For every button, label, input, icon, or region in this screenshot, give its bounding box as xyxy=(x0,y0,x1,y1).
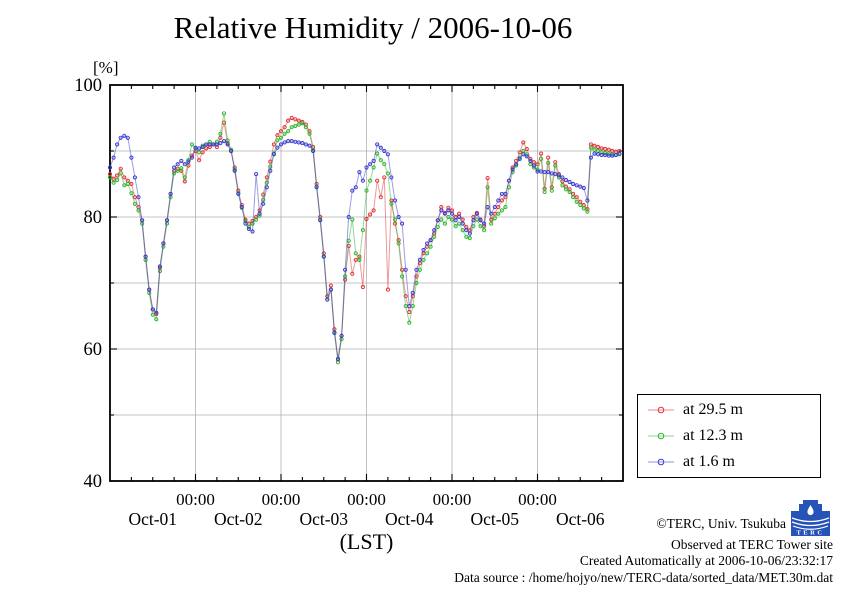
logo-wave-icon xyxy=(791,517,830,523)
legend-label-12-3m: at 12.3 m xyxy=(683,427,743,444)
x-tick-label: 00:00 xyxy=(262,490,301,509)
legend-item-29-5m: at 29.5 m xyxy=(646,401,820,419)
x-tick-label: 00:00 xyxy=(433,490,472,509)
logo-text: TERC xyxy=(796,530,824,537)
x-axis-label: (LST) xyxy=(339,529,394,554)
terc-logo: TERC xyxy=(791,500,830,537)
plot-border xyxy=(109,84,624,482)
series-markers-2 xyxy=(107,133,622,361)
logo-wave-icon xyxy=(792,525,829,530)
observed-text: Observed at TERC Tower site xyxy=(670,537,833,552)
series-line-1 xyxy=(109,113,620,363)
x-day-label: Oct-01 xyxy=(128,509,177,529)
logo-wave-icon xyxy=(791,521,830,527)
x-tick-label: 00:00 xyxy=(176,490,215,509)
legend-item-1-6m: at 1.6 m xyxy=(646,453,820,471)
series-markers-0 xyxy=(107,115,622,362)
x-tick-label: 00:00 xyxy=(347,490,386,509)
y-tick-label: 80 xyxy=(84,208,103,228)
legend-label-29-5m: at 29.5 m xyxy=(683,401,743,418)
copyright-text: ©TERC, Univ. Tsukuba xyxy=(656,516,786,531)
series-line-0 xyxy=(109,117,620,360)
legend-marker-29-5m-icon xyxy=(648,406,674,414)
data-source-text: Data source : /home/hojyo/new/TERC-data/… xyxy=(454,570,833,585)
legend-label-1-6m: at 1.6 m xyxy=(683,453,735,470)
x-day-label: Oct-03 xyxy=(299,509,348,529)
x-tick-label: 00:00 xyxy=(518,490,557,509)
chart-title: Relative Humidity / 2006-10-06 xyxy=(173,10,573,45)
y-tick-label: 40 xyxy=(84,472,103,492)
y-axis-unit-label: [%] xyxy=(93,58,119,77)
x-day-label: Oct-02 xyxy=(214,509,263,529)
y-tick-label: 100 xyxy=(74,76,102,96)
created-text: Created Automatically at 2006-10-06/23:3… xyxy=(579,553,833,568)
y-tick-label: 60 xyxy=(84,340,103,360)
legend-marker-12-3m-icon xyxy=(648,432,674,440)
legend-item-12-3m: at 12.3 m xyxy=(646,427,820,445)
series-markers-1 xyxy=(107,111,622,365)
x-day-label: Oct-04 xyxy=(385,509,434,529)
grid-lines xyxy=(110,85,623,481)
x-day-label: Oct-06 xyxy=(556,509,605,529)
legend-marker-1-6m-icon xyxy=(648,458,674,466)
x-day-label: Oct-05 xyxy=(470,509,519,529)
legend-box: at 29.5 m at 12.3 m at 1.6 m xyxy=(637,394,821,478)
logo-droplet-icon xyxy=(807,505,814,516)
